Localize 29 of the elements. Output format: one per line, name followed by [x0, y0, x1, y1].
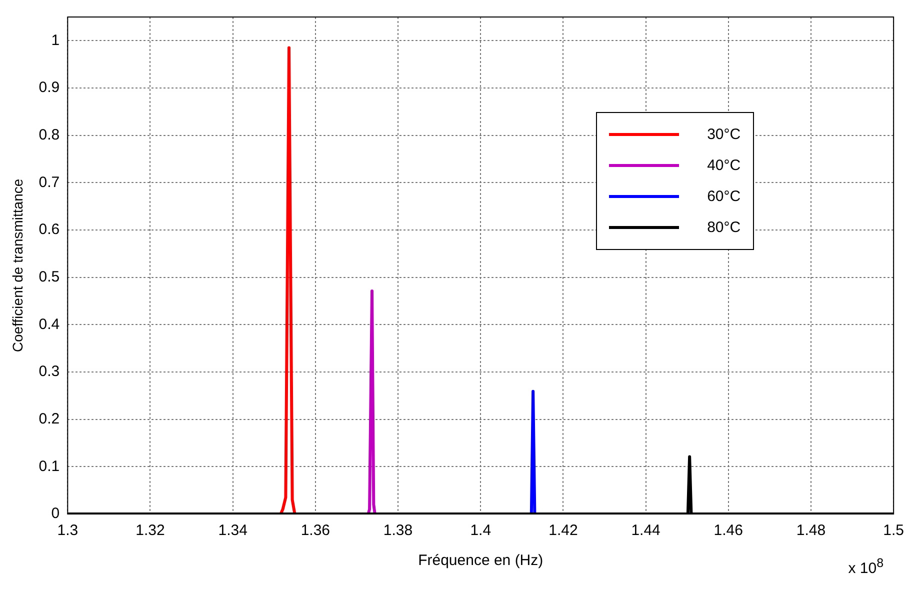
- x-tick-label: 1.34: [218, 522, 248, 540]
- y-tick-label: 0.7: [38, 174, 60, 191]
- y-tick-label: 0.9: [38, 79, 60, 96]
- x-tick-label: 1.4: [470, 522, 492, 540]
- x-tick-label: 1.32: [136, 522, 165, 540]
- x-tick-label: 1.3: [57, 522, 78, 540]
- x-tick-label: 1.38: [383, 522, 413, 540]
- y-axis-title: Coefficient de transmittance: [9, 178, 26, 352]
- x-tick-label: 1.46: [714, 522, 743, 540]
- x-tick-label: 1.48: [796, 522, 826, 540]
- y-tick-label: 0.4: [38, 316, 60, 333]
- y-tick-label: 0.5: [38, 268, 60, 286]
- legend-label: 30°C: [707, 126, 741, 143]
- y-tick-label: 0.6: [38, 221, 60, 238]
- x-tick-label: 1.36: [300, 522, 330, 540]
- y-tick-label: 1: [51, 32, 60, 49]
- y-tick-label: 0.2: [38, 410, 60, 428]
- x-tick-label: 1.42: [548, 522, 578, 540]
- x-tick-label: 1.5: [883, 522, 904, 540]
- text: x 10$^{8}$: [848, 556, 884, 577]
- x-tick-label: 1.44: [631, 522, 660, 540]
- x-axis-title: Fréquence en (Hz): [418, 552, 544, 570]
- y-tick-label: 0.3: [38, 363, 60, 380]
- legend-label: 60°C: [707, 188, 741, 205]
- legend-label: 80°C: [707, 219, 741, 236]
- y-tick-label: 0: [51, 505, 60, 522]
- y-tick-label: 0.8: [38, 126, 60, 144]
- legend-label: 40°C: [707, 157, 741, 174]
- y-tick-label: 0.1: [38, 458, 60, 475]
